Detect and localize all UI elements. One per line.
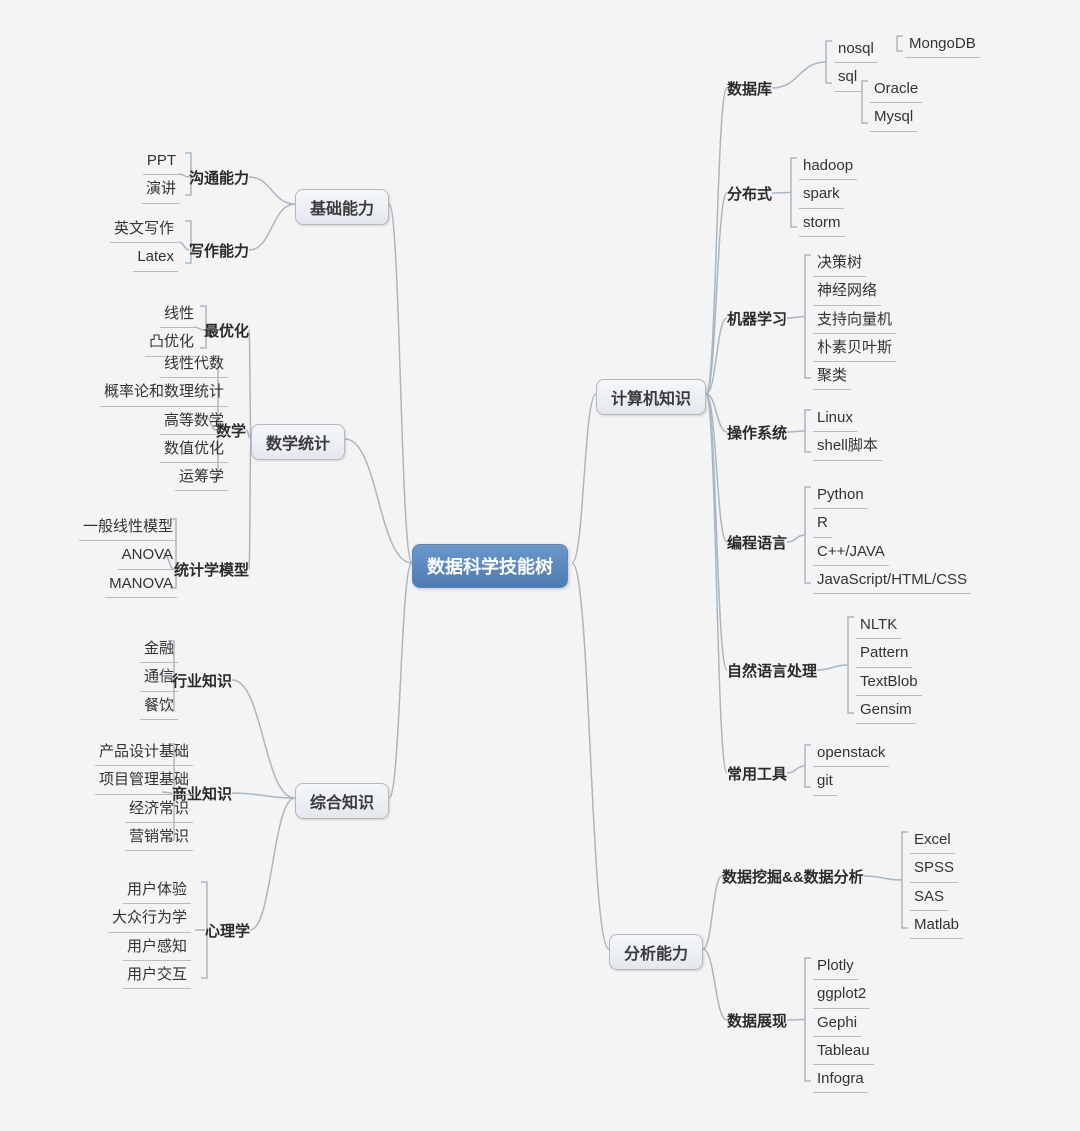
leaf-item: 数值优化 — [160, 435, 228, 463]
leaf-item: 线性代数 — [160, 350, 228, 378]
leaf-item: 演讲 — [142, 175, 180, 203]
leaf-item: Oracle — [870, 75, 922, 103]
sub-node: 行业知识 — [172, 670, 232, 691]
leaf-col: 英文写作Latex — [110, 215, 178, 272]
leaf-col: OracleMysql — [870, 75, 922, 132]
root-node: 数据科学技能树 — [412, 544, 568, 588]
sub-node: 统计学模型 — [174, 559, 249, 580]
leaf-item: nosql — [834, 35, 878, 63]
leaf-item: Excel — [910, 826, 955, 854]
leaf-col: ExcelSPSSSASMatlab — [910, 826, 963, 939]
sub-node: 常用工具 — [727, 763, 787, 784]
leaf-item: 运筹学 — [175, 463, 228, 491]
leaf-col: PPT演讲 — [142, 147, 180, 204]
leaf-item: R — [813, 509, 832, 537]
leaf-item: 高等数学 — [160, 407, 228, 435]
leaf-col: 金融通信餐饮 — [140, 635, 178, 720]
leaf-item: 英文写作 — [110, 215, 178, 243]
sub-node: 编程语言 — [727, 532, 787, 553]
sub-node: 数据挖掘&&数据分析 — [722, 866, 864, 887]
leaf-col: 线性凸优化 — [145, 300, 198, 357]
leaf-item: hadoop — [799, 152, 857, 180]
leaf-item: 经济常识 — [125, 795, 193, 823]
sub-node: 机器学习 — [727, 308, 787, 329]
leaf-item: PPT — [143, 147, 180, 175]
major-basic: 基础能力 — [295, 189, 389, 225]
leaf-item: 餐饮 — [140, 692, 178, 720]
leaf-item: Gensim — [856, 696, 916, 724]
leaf-item: Infogra — [813, 1065, 868, 1093]
leaf-item: openstack — [813, 739, 889, 767]
leaf-item: 概率论和数理统计 — [100, 378, 228, 406]
leaf-col: 一般线性模型ANOVAMANOVA — [79, 513, 177, 598]
leaf-item: shell脚本 — [813, 432, 882, 460]
sub-node: 分布式 — [727, 183, 772, 204]
leaf-col: Plotlyggplot2GephiTableauInfogra — [813, 952, 874, 1093]
leaf-item: JavaScript/HTML/CSS — [813, 566, 971, 594]
leaf-item: NLTK — [856, 611, 901, 639]
leaf-item: 朴素贝叶斯 — [813, 334, 896, 362]
leaf-item: 决策树 — [813, 249, 866, 277]
leaf-item: 用户交互 — [123, 961, 191, 989]
leaf-item: ggplot2 — [813, 980, 870, 1008]
leaf-item: spark — [799, 180, 844, 208]
leaf-item: 支持向量机 — [813, 306, 896, 334]
leaf-item: 项目管理基础 — [95, 766, 193, 794]
leaf-item: 大众行为学 — [108, 904, 191, 932]
leaf-item: 聚类 — [813, 362, 851, 390]
leaf-item: git — [813, 767, 837, 795]
leaf-item: MANOVA — [105, 570, 177, 598]
sub-node: 操作系统 — [727, 422, 787, 443]
leaf-item: Tableau — [813, 1037, 874, 1065]
leaf-item: Pattern — [856, 639, 912, 667]
sub-node: 数据库 — [727, 78, 772, 99]
mindmap-stage: 数据科学技能树 基础能力 沟通能力 PPT演讲写作能力英文写作Latex 数学统计 最优化… — [0, 0, 1080, 1131]
leaf-item: 线性 — [160, 300, 198, 328]
major-ana: 分析能力 — [609, 934, 703, 970]
leaf-item: 通信 — [140, 663, 178, 691]
leaf-item: Latex — [133, 243, 178, 271]
leaf-item: 产品设计基础 — [95, 738, 193, 766]
leaf-col: 用户体验大众行为学用户感知用户交互 — [108, 876, 191, 989]
sub-node: 数据展现 — [727, 1010, 787, 1031]
leaf-item: MongoDB — [905, 30, 980, 58]
sub-node: 自然语言处理 — [727, 660, 817, 681]
leaf-item: Plotly — [813, 952, 858, 980]
leaf-item: 用户感知 — [123, 933, 191, 961]
leaf-col: Linuxshell脚本 — [813, 404, 882, 461]
leaf-col: 线性代数概率论和数理统计高等数学数值优化运筹学 — [100, 350, 228, 491]
leaf-col: hadoopsparkstorm — [799, 152, 857, 237]
leaf-item: C++/JAVA — [813, 538, 889, 566]
major-comp: 综合知识 — [295, 783, 389, 819]
leaf-item: sql — [834, 63, 861, 91]
leaf-col: NLTKPatternTextBlobGensim — [856, 611, 922, 724]
leaf-item: 金融 — [140, 635, 178, 663]
leaf-item: SPSS — [910, 854, 958, 882]
leaf-item: ANOVA — [118, 541, 177, 569]
sub-node: 沟通能力 — [189, 167, 249, 188]
leaf-item: storm — [799, 209, 845, 237]
leaf-col: PythonRC++/JAVAJavaScript/HTML/CSS — [813, 481, 971, 594]
sub-node: 心理学 — [205, 920, 250, 941]
leaf-item: Gephi — [813, 1009, 861, 1037]
leaf-col: MongoDB — [905, 30, 980, 58]
leaf-item: SAS — [910, 883, 948, 911]
sub-node: 写作能力 — [189, 240, 249, 261]
leaf-item: Linux — [813, 404, 857, 432]
leaf-item: 神经网络 — [813, 277, 881, 305]
sub-node: 最优化 — [204, 320, 249, 341]
major-cs: 计算机知识 — [596, 379, 706, 415]
leaf-col: 决策树神经网络支持向量机朴素贝叶斯聚类 — [813, 249, 896, 390]
leaf-item: Matlab — [910, 911, 963, 939]
leaf-item: 用户体验 — [123, 876, 191, 904]
leaf-item: Mysql — [870, 103, 917, 131]
leaf-item: Python — [813, 481, 868, 509]
leaf-col: 产品设计基础项目管理基础经济常识营销常识 — [95, 738, 193, 851]
leaf-item: 一般线性模型 — [79, 513, 177, 541]
leaf-item: TextBlob — [856, 668, 922, 696]
leaf-item: 营销常识 — [125, 823, 193, 851]
major-math: 数学统计 — [251, 424, 345, 460]
leaf-col: openstackgit — [813, 739, 889, 796]
